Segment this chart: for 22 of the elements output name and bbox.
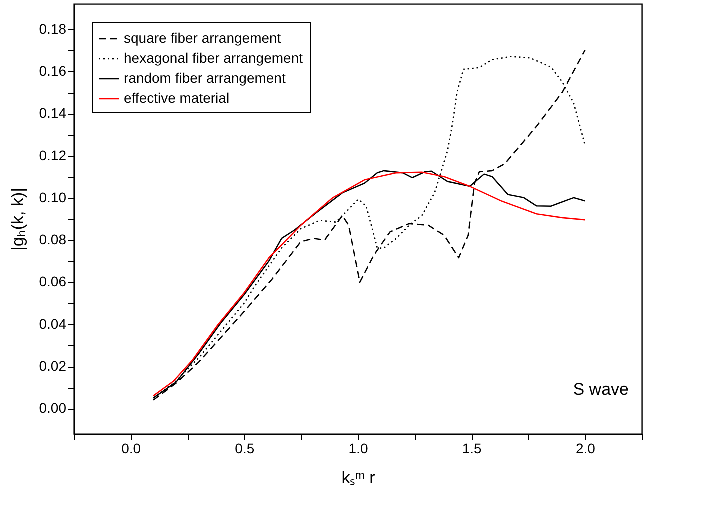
y-tick-label: 0.06 [39, 274, 67, 290]
legend-label: random fiber arrangement [124, 70, 286, 86]
y-tick-label: 0.10 [39, 189, 67, 206]
y-tick-label: 0.00 [39, 400, 67, 416]
legend-label: effective material [124, 90, 230, 106]
x-axis-title: kₛᵐ r [342, 468, 376, 488]
legend-label: square fiber arrangement [124, 30, 282, 46]
legend-label: hexagonal fiber arrangement [124, 50, 304, 66]
y-tick-label: 0.16 [39, 62, 67, 79]
y-tick-label: 0.18 [39, 20, 67, 37]
y-tick-label: 0.02 [39, 358, 67, 374]
y-tick-label: 0.08 [39, 232, 67, 248]
annotation: S wave [573, 380, 629, 399]
y-tick-label: 0.14 [39, 105, 67, 122]
y-axis-title: |gₕ(k, k)| [8, 188, 28, 252]
y-tick-label: 0.04 [39, 316, 67, 332]
x-tick-label: 0.5 [235, 440, 255, 456]
x-tick-label: 2.0 [576, 440, 596, 456]
x-tick-label: 1.5 [462, 440, 482, 456]
x-tick-label: 1.0 [348, 440, 368, 456]
y-tick-label: 0.12 [39, 147, 67, 164]
x-tick-label: 0.0 [122, 440, 142, 456]
